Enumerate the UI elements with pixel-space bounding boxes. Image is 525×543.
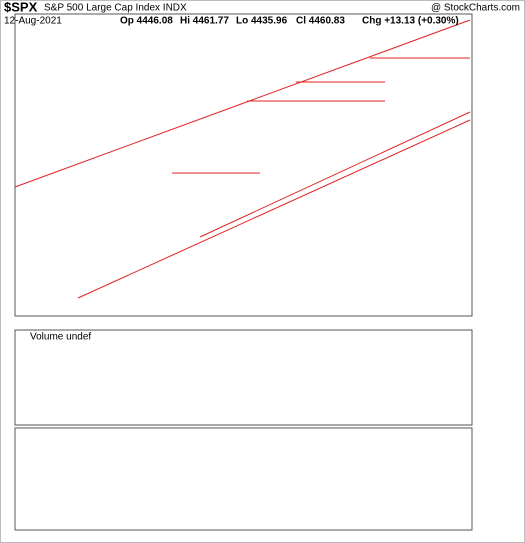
volume-frame xyxy=(14,329,473,426)
source: @ StockCharts.com xyxy=(431,3,520,14)
quote: Hi 4461.77 xyxy=(180,16,229,27)
price-frame xyxy=(14,13,473,317)
trend-line xyxy=(14,19,471,188)
trend-line xyxy=(77,119,471,299)
volume-title: Volume undef xyxy=(30,332,91,343)
pmo-frame xyxy=(14,427,473,531)
date: 12-Aug-2021 xyxy=(4,16,62,27)
symbol: $SPX xyxy=(4,0,38,14)
trend-line xyxy=(199,111,471,238)
quote: Cl 4460.83 xyxy=(296,16,345,27)
subtitle: S&P 500 Large Cap Index INDX xyxy=(44,3,187,14)
quote: Op 4446.08 xyxy=(120,16,173,27)
quote: Lo 4435.96 xyxy=(236,16,288,27)
quote: Chg +13.13 (+0.30%) xyxy=(362,16,459,27)
trend-lines xyxy=(14,19,471,299)
